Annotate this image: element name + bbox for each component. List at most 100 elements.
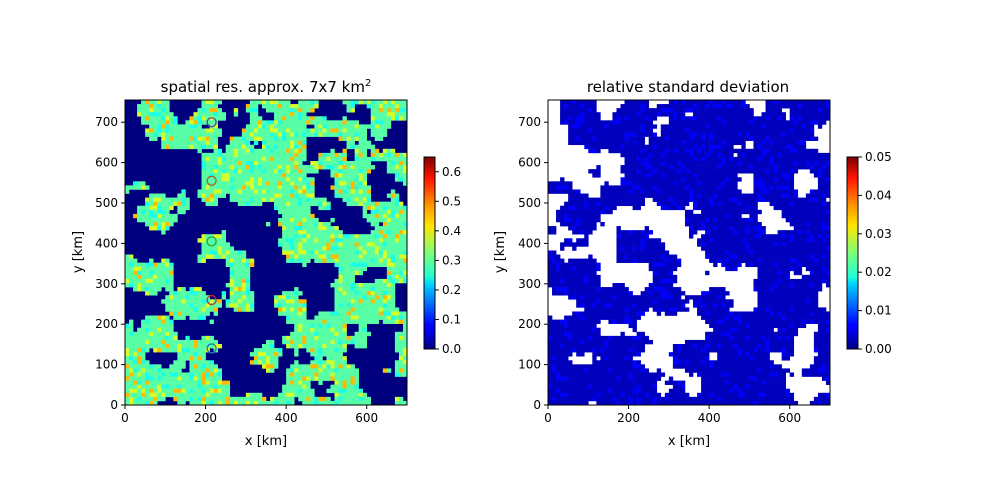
left-field-cell xyxy=(266,197,271,202)
left-field-cell xyxy=(350,315,355,320)
right-field-cell xyxy=(789,173,795,178)
left-field-cell xyxy=(342,100,347,105)
left-field-cell xyxy=(366,299,372,304)
right-field-cell xyxy=(745,136,750,141)
right-field-cell xyxy=(821,197,827,202)
left-field-cell xyxy=(266,181,271,186)
left-field-cell xyxy=(394,400,400,406)
left-field-cell xyxy=(286,295,291,300)
left-field-cell xyxy=(233,266,239,272)
left-field-cell xyxy=(169,217,174,223)
right-field-cell xyxy=(572,197,577,202)
left-field-cell xyxy=(346,193,351,198)
left-field-cell xyxy=(306,380,311,385)
right-field-cell xyxy=(668,100,674,105)
right-field-cell xyxy=(725,201,730,207)
left-field-cell xyxy=(314,315,319,320)
left-field-cell xyxy=(286,128,291,133)
left-field-cell xyxy=(282,234,287,239)
right-field-cell xyxy=(620,148,625,154)
right-field-cell xyxy=(825,213,831,219)
left-field-cell xyxy=(197,112,202,117)
left-field-cell xyxy=(241,250,247,255)
left-field-cell xyxy=(382,152,388,158)
left-field-cell xyxy=(330,254,335,259)
left-field-cell xyxy=(366,291,372,296)
left-field-cell xyxy=(165,120,170,125)
left-field-cell xyxy=(145,112,150,117)
left-field-cell xyxy=(149,262,154,268)
left-field-cell xyxy=(286,226,291,231)
left-field-cell xyxy=(157,193,162,198)
right-field-cell xyxy=(672,173,678,178)
right-field-cell xyxy=(757,230,762,235)
right-field-cell xyxy=(689,104,694,109)
left-field-cell xyxy=(141,209,146,215)
right-field-cell xyxy=(761,144,766,150)
right-field-cell xyxy=(797,213,803,219)
left-field-cell xyxy=(278,303,283,308)
right-field-cell xyxy=(733,100,738,105)
right-field-cell xyxy=(757,242,762,247)
right-field-cell xyxy=(769,152,774,158)
left-field-cell xyxy=(354,388,359,394)
left-field-cell xyxy=(338,331,343,337)
right-field-cell xyxy=(652,140,658,146)
left-field-cell xyxy=(402,319,408,324)
left-field-cell xyxy=(201,108,206,113)
left-field-cell xyxy=(310,400,315,406)
right-field-cell xyxy=(745,226,750,231)
left-field-cell xyxy=(270,152,275,158)
left-field-cell xyxy=(402,226,408,231)
right-field-cell xyxy=(737,242,742,247)
right-field-cell xyxy=(761,189,766,194)
left-field-cell xyxy=(286,189,291,194)
right-field-cell xyxy=(640,230,645,235)
right-field-cell xyxy=(604,181,609,186)
left-field-cell xyxy=(398,339,404,345)
left-field-cell xyxy=(161,201,166,207)
right-field-cell xyxy=(612,189,617,194)
right-field-cell xyxy=(765,189,770,194)
left-field-cell xyxy=(326,226,331,231)
right-field-cell xyxy=(656,238,662,243)
left-field-cell xyxy=(241,291,247,296)
left-field-cell xyxy=(390,266,396,272)
left-field-cell xyxy=(185,132,190,137)
left-field-cell xyxy=(330,148,335,154)
left-field-cell xyxy=(233,197,239,202)
right-field-cell xyxy=(709,108,714,113)
right-field-cell xyxy=(717,132,722,137)
left-field-cell xyxy=(137,278,142,284)
left-field-cell xyxy=(342,250,347,255)
left-field-cell xyxy=(354,331,359,337)
left-field-cell xyxy=(338,380,343,385)
right-field-cell xyxy=(564,116,569,121)
left-field-cell xyxy=(201,185,206,190)
left-field-cell xyxy=(358,173,363,178)
left-field-cell xyxy=(338,335,343,341)
left-field-cell xyxy=(278,205,283,211)
left-field-cell xyxy=(261,120,267,125)
left-field-cell xyxy=(181,193,186,198)
right-field-cell xyxy=(624,108,629,113)
right-field-cell xyxy=(684,185,690,190)
left-field-cell xyxy=(394,364,400,369)
left-field-cell xyxy=(205,173,210,178)
right-field-cell xyxy=(737,205,742,211)
left-field-cell xyxy=(221,291,227,296)
right-field-cell xyxy=(644,100,650,105)
right-field-cell xyxy=(797,161,803,166)
right-field-cell xyxy=(628,100,633,105)
right-field-cell xyxy=(556,217,561,223)
left-field-cell xyxy=(398,100,404,105)
right-field-cell xyxy=(713,148,718,154)
left-field-cell xyxy=(314,368,319,373)
right-field-cell xyxy=(713,124,718,129)
right-field-cell xyxy=(793,136,799,141)
left-field-cell xyxy=(378,234,384,239)
right-field-cell xyxy=(576,116,581,121)
left-field-cell xyxy=(169,319,174,324)
right-field-cell xyxy=(689,230,694,235)
right-field-cell xyxy=(777,189,782,194)
